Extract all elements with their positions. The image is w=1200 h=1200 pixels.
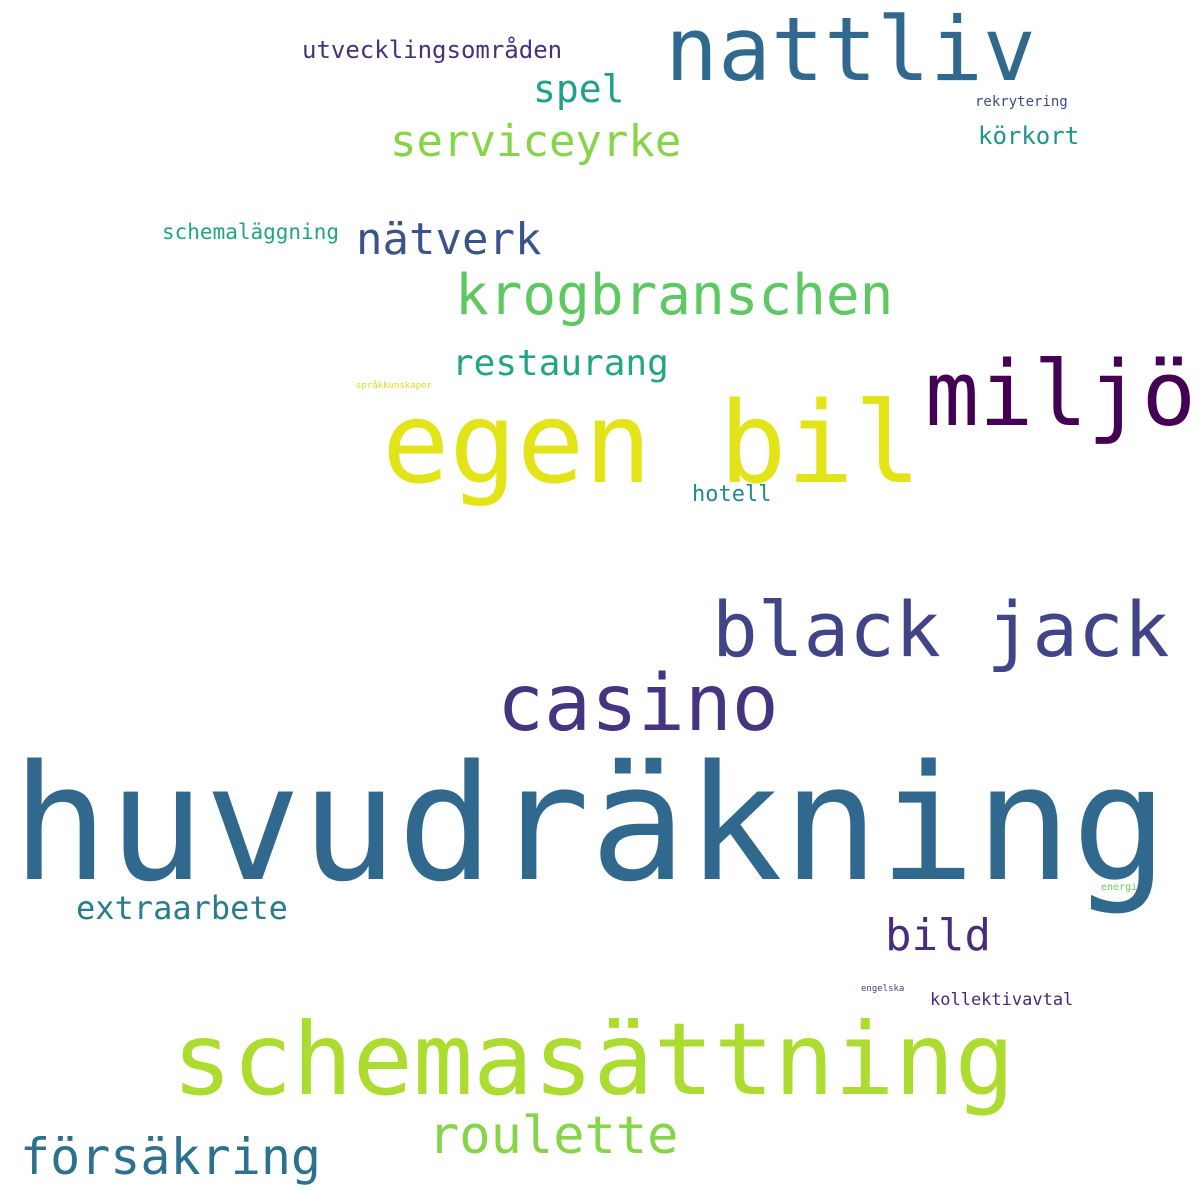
word-utvecklingsomraden: utvecklingsområden — [302, 36, 563, 64]
word-kollektivavtal: kollektivavtal — [930, 990, 1074, 1010]
word-roulette: roulette — [428, 1106, 679, 1166]
word-forsakring: försäkring — [20, 1128, 322, 1186]
word-nattliv: nattliv — [665, 0, 1036, 101]
word-casino: casino — [497, 659, 779, 749]
word-rekrytering: rekrytering — [975, 94, 1068, 110]
word-extraarbete: extraarbete — [76, 889, 288, 927]
word-engelska: engelska — [861, 984, 905, 994]
word-black-jack: black jack — [712, 585, 1170, 674]
word-bild: bild — [885, 910, 991, 961]
word-energi: energi — [1101, 882, 1138, 893]
word-huvudrakning: huvudräkning — [12, 730, 1168, 917]
word-spel: spel — [533, 67, 625, 111]
word-natverk: nätverk — [356, 214, 542, 265]
word-restaurang: restaurang — [452, 343, 669, 384]
word-schemalaggning: schemaläggning — [162, 220, 340, 244]
word-egen-bil: egen bil — [382, 379, 922, 509]
word-schemasattning: schemasättning — [172, 1001, 1015, 1118]
word-sprakkunskaper: språkkunskaper — [356, 381, 432, 391]
word-krogbranschen: krogbranschen — [455, 263, 894, 328]
word-hotell: hotell — [692, 482, 772, 507]
word-korkort: körkort — [978, 122, 1080, 150]
word-miljo: miljö — [925, 342, 1196, 447]
word-serviceyrke: serviceyrke — [390, 116, 682, 167]
